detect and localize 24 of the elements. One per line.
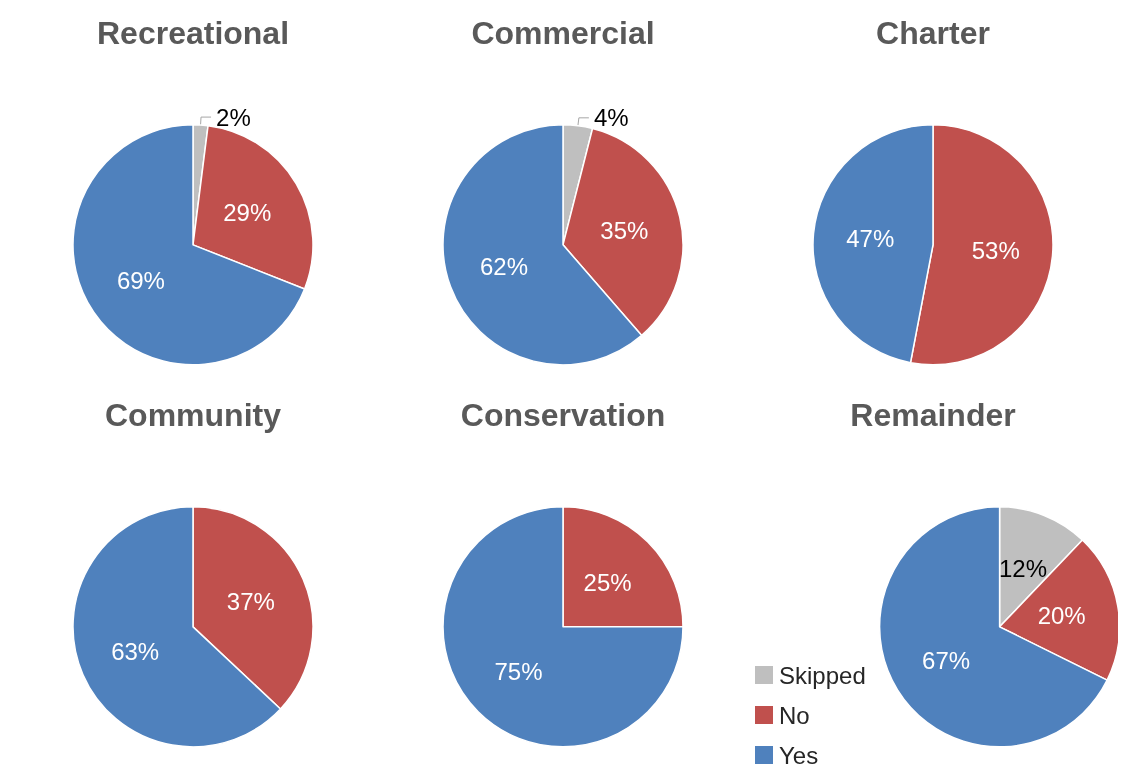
data-label: 25% [583,568,632,596]
legend-label: Skipped [779,661,866,689]
legend-label: Yes [779,741,819,769]
chart-title: Community [105,397,282,433]
chart-title: Remainder [850,397,1016,433]
data-label: 37% [226,588,275,616]
data-label: 53% [971,237,1020,265]
data-label: 69% [116,266,165,294]
data-label: 47% [846,225,895,253]
legend-label: No [779,701,810,729]
data-label: 35% [600,216,649,244]
chart-title: Conservation [460,397,666,433]
data-label: 75% [494,657,543,685]
data-label: 20% [1037,602,1086,630]
data-label: 63% [111,638,160,666]
chart-title: Charter [876,15,990,51]
data-label: 4% [593,104,629,132]
data-label: 29% [223,199,272,227]
data-label: 67% [922,646,971,674]
chart-title: Commercial [471,15,655,51]
data-label: 2% [216,103,251,131]
chart-title: Recreational [96,15,290,51]
data-label: 12% [998,554,1048,582]
data-label: 62% [479,253,529,281]
